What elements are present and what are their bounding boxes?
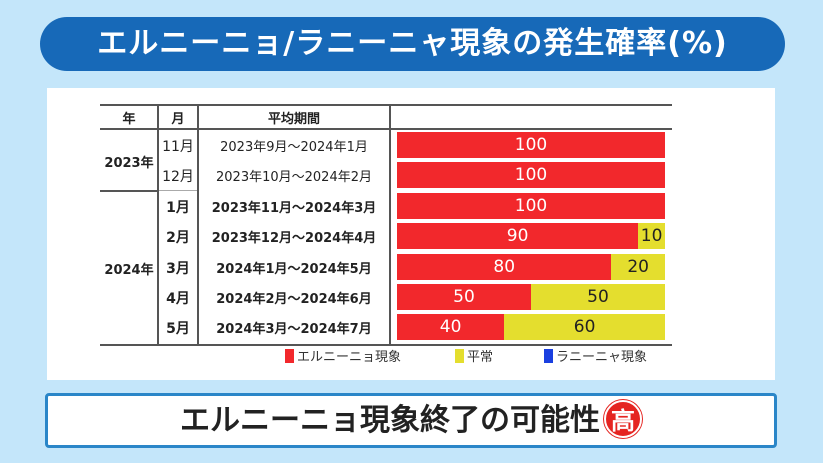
probability-table: 年 月 平均期間 エルニーニョ現象 平常 ラニーニャ現象 2023年 2024年 1… [47, 88, 775, 380]
bar-segment: 100 [397, 132, 665, 158]
legend-el-nino: エルニーニョ現象 [285, 346, 401, 365]
legend-label: ラニーニャ現象 [556, 350, 648, 365]
header-month: 月 [171, 112, 185, 127]
month-label: 12月 [162, 169, 194, 186]
month-label: 3月 [166, 260, 190, 277]
month-label: 1月 [166, 199, 190, 216]
month-label: 4月 [166, 291, 190, 307]
month-label: 11月 [162, 139, 194, 155]
period-label: 2024年1月～2024年5月 [216, 261, 372, 277]
year-label: 2023年 [104, 156, 154, 172]
high-badge: 高 [604, 399, 642, 438]
divider [157, 104, 159, 345]
el-nino-swatch [285, 348, 294, 363]
legend-label: エルニーニョ現象 [297, 350, 402, 365]
divider [158, 190, 198, 191]
month-label: 5月 [166, 321, 190, 338]
bar-segment: 80 [397, 253, 612, 280]
period-label: 2024年3月～2024年7月 [216, 322, 372, 338]
year-label: 2024年 [104, 262, 154, 278]
bar-segment: 50 [397, 284, 531, 310]
period-label: 2024年2月～2024年6月 [216, 292, 372, 307]
legend-label: 平常 [467, 350, 494, 365]
divider [100, 190, 158, 192]
normal-swatch [455, 348, 464, 363]
divider [197, 104, 199, 345]
period-label: 2023年11月～2024年3月 [211, 200, 377, 216]
banner-text: エルニーニョ現象終了の可能性 [180, 403, 600, 438]
header-year: 年 [122, 112, 136, 127]
bar-segment: 60 [504, 314, 665, 341]
legend-la-nina: ラニーニャ現象 [544, 346, 647, 365]
bar-segment: 10 [638, 223, 665, 250]
period-label: 2023年12月～2024年4月 [211, 231, 377, 247]
bar-segment: 100 [397, 192, 665, 219]
divider [100, 344, 672, 346]
divider [389, 104, 391, 345]
legend-normal: 平常 [455, 346, 493, 365]
month-label: 2月 [166, 230, 190, 247]
la-nina-swatch [544, 348, 553, 363]
period-label: 2023年10月～2024年2月 [216, 170, 372, 186]
header-period: 平均期間 [267, 112, 320, 127]
bar-segment: 100 [397, 162, 665, 189]
bar-segment: 20 [611, 253, 665, 280]
divider [100, 104, 672, 106]
bar-segment: 50 [531, 284, 665, 310]
bar-segment: 40 [397, 314, 505, 341]
bar-segment: 90 [397, 223, 639, 250]
page-title: エルニーニョ/ラニーニャ現象の発生確率(%) [40, 17, 785, 71]
period-label: 2023年9月～2024年1月 [220, 140, 368, 155]
conclusion-banner: エルニーニョ現象終了の可能性高 [45, 393, 777, 448]
divider [100, 128, 672, 130]
